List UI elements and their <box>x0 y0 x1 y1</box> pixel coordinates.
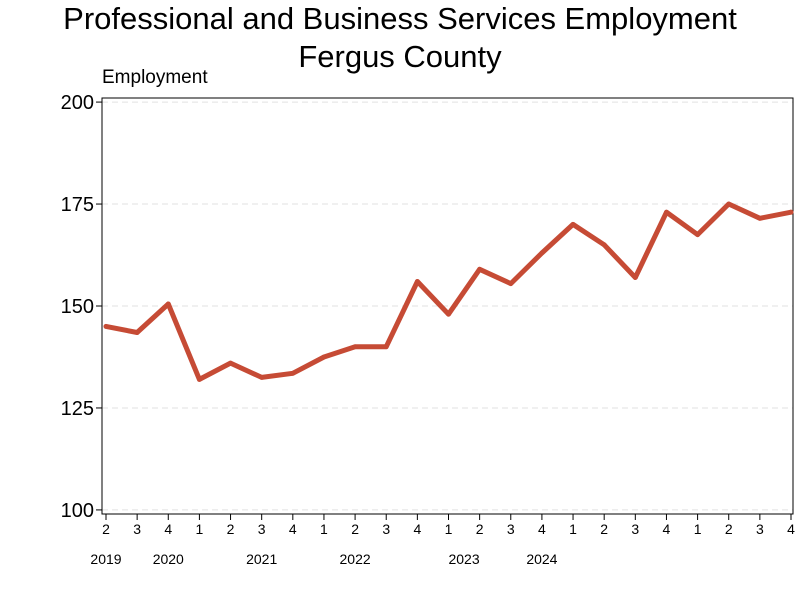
data-point <box>165 301 171 307</box>
x-tick-label: 2 <box>600 521 608 537</box>
year-label: 2020 <box>153 551 184 567</box>
chart-subtitle: Fergus County <box>298 39 502 74</box>
x-tick-label: 3 <box>133 521 141 537</box>
x-tick-label: 2 <box>725 521 733 537</box>
x-tick-label: 4 <box>289 521 297 537</box>
y-tick-label: 200 <box>61 92 94 114</box>
x-tick-label: 2 <box>476 521 484 537</box>
data-point <box>695 232 700 238</box>
x-tick-label: 4 <box>787 521 795 537</box>
x-tick-label: 3 <box>756 521 764 537</box>
x-tick-label: 1 <box>196 521 204 537</box>
data-point <box>197 377 202 382</box>
data-point <box>290 370 296 376</box>
y-tick-label: 100 <box>61 500 94 522</box>
x-axis: 2 3 4 1 2 3 4 1 2 3 4 1 2 3 4 1 2 3 4 1 2 3 4 2019 2020 2021 2022 2… <box>90 514 795 567</box>
series-line <box>103 201 794 382</box>
data-point <box>632 275 638 280</box>
x-tick-label: 1 <box>694 521 702 537</box>
x-tick-label: 2 <box>102 521 110 537</box>
data-point <box>508 281 514 286</box>
y-tick-label: 150 <box>61 296 94 318</box>
data-point <box>103 323 109 329</box>
x-tick-label: 3 <box>382 521 390 537</box>
data-point <box>601 242 607 248</box>
x-tick-label: 3 <box>631 521 639 537</box>
x-tick-label: 1 <box>445 521 453 537</box>
x-tick-label: 1 <box>569 521 577 537</box>
y-tick-label: 125 <box>61 398 94 420</box>
x-tick-label: 4 <box>164 521 172 537</box>
y-tick-label: 175 <box>61 194 94 216</box>
data-point <box>321 354 327 360</box>
data-point <box>446 311 451 317</box>
data-point <box>664 209 669 215</box>
year-label: 2019 <box>90 551 121 567</box>
data-point <box>539 250 545 256</box>
data-point <box>352 344 358 350</box>
x-tick-label: 4 <box>663 521 671 537</box>
data-point <box>726 201 732 207</box>
data-point <box>383 344 389 350</box>
year-label: 2022 <box>340 551 371 567</box>
data-point <box>757 215 763 221</box>
gridlines <box>102 101 793 511</box>
data-point <box>259 374 265 380</box>
data-point <box>788 209 794 215</box>
year-label: 2024 <box>526 551 557 567</box>
data-point <box>228 360 233 366</box>
x-tick-label: 3 <box>258 521 266 537</box>
y-axis: 100 125 150 175 200 <box>61 92 102 522</box>
year-label: 2023 <box>448 551 479 567</box>
y-axis-label: Employment <box>102 67 208 88</box>
data-point <box>477 266 483 272</box>
x-tick-label: 4 <box>413 521 421 537</box>
data-point <box>414 279 420 284</box>
series-layer <box>103 201 794 382</box>
data-point <box>134 330 140 335</box>
year-label: 2021 <box>246 551 277 567</box>
chart-title: Professional and Business Services Emplo… <box>63 1 737 36</box>
x-tick-label: 3 <box>507 521 515 537</box>
x-tick-label: 2 <box>351 521 359 537</box>
x-tick-label: 1 <box>320 521 328 537</box>
data-point <box>570 222 576 227</box>
x-tick-label: 4 <box>538 521 546 537</box>
x-tick-label: 2 <box>227 521 235 537</box>
